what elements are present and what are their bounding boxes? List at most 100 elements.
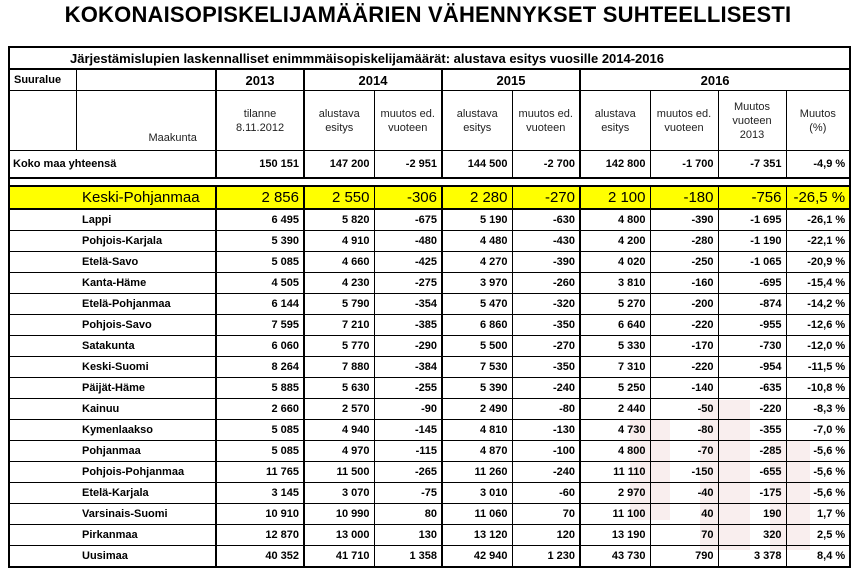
table-cell: -635 xyxy=(717,377,787,399)
table-cell: -170 xyxy=(649,335,719,357)
table-row: Kainuu 2 660 2 570 -90 2 490 -80 2 440 -50 -220-… xyxy=(8,398,852,420)
table-row: Pohjois-Karjala 5 390 4 910 -480 4 480 -430 4 … xyxy=(8,230,852,252)
table-cell: -200 xyxy=(649,293,719,315)
table-cell: 2 440 xyxy=(579,398,651,420)
total-cell: -2 700 xyxy=(511,150,581,179)
table-cell: -12,6 % xyxy=(785,314,852,336)
table-cell: 6 060 xyxy=(215,335,305,357)
highlight-cell: -180 xyxy=(649,185,719,210)
table-cell: 190 xyxy=(717,503,787,525)
maakunta-name: Lappi xyxy=(8,208,217,231)
table-cell: 40 xyxy=(649,503,719,525)
table-cell: 3 145 xyxy=(215,482,305,504)
table-cell: -1 065 xyxy=(717,251,787,273)
table-cell: 5 470 xyxy=(441,293,513,315)
table-cell: 4 200 xyxy=(579,230,651,252)
table-cell: -390 xyxy=(649,208,719,231)
table-cell: -145 xyxy=(373,419,443,441)
table-row: Etelä-Pohjanmaa 6 144 5 790 -354 5 470 -320 5 … xyxy=(8,293,852,315)
maakunta-name: Uusimaa xyxy=(8,545,217,568)
table-cell: -7,0 % xyxy=(785,419,852,441)
table-cell: 42 940 xyxy=(441,545,513,568)
highlight-cell: 2 550 xyxy=(303,185,375,210)
table-cell: 1 358 xyxy=(373,545,443,568)
table-cell: 4 800 xyxy=(579,208,651,231)
highlight-row: Keski-Pohjanmaa 2 856 2 550 -306 2 280 -… xyxy=(8,185,852,210)
table-cell: -130 xyxy=(511,419,581,441)
table-cell: -275 xyxy=(373,272,443,294)
table-cell: 5 250 xyxy=(579,377,651,399)
subheader-muutos-2016: muutos ed. vuoteen xyxy=(649,90,719,151)
table-cell: -8,3 % xyxy=(785,398,852,420)
table-cell: 4 800 xyxy=(579,440,651,462)
table-cell: 11 060 xyxy=(441,503,513,525)
table-cell: 43 730 xyxy=(579,545,651,568)
highlight-cell: 2 856 xyxy=(215,185,305,210)
table-cell: 320 xyxy=(717,524,787,546)
table-cell: 7 530 xyxy=(441,356,513,378)
table-cell: -5,6 % xyxy=(785,440,852,462)
table-cell: 13 190 xyxy=(579,524,651,546)
table-cell: 11 500 xyxy=(303,461,375,483)
table-cell: 8 264 xyxy=(215,356,305,378)
year-header-2013: 2013 xyxy=(215,68,305,91)
table-cell: 5 270 xyxy=(579,293,651,315)
table-cell: -240 xyxy=(511,461,581,483)
total-cell: 144 500 xyxy=(441,150,513,179)
maakunta-name: Pohjanmaa xyxy=(8,440,217,462)
table-cell: 10 910 xyxy=(215,503,305,525)
table-cell: -40 xyxy=(649,482,719,504)
table-cell: -630 xyxy=(511,208,581,231)
table-cell: -255 xyxy=(373,377,443,399)
table-cell: -5,6 % xyxy=(785,482,852,504)
highlight-cell: -26,5 % xyxy=(785,185,852,210)
table-cell: 7 595 xyxy=(215,314,305,336)
table-cell: -354 xyxy=(373,293,443,315)
table-cell: -160 xyxy=(649,272,719,294)
table-cell: 4 910 xyxy=(303,230,375,252)
table-cell: -80 xyxy=(511,398,581,420)
table-cell: 4 940 xyxy=(303,419,375,441)
maakunta-name: Kainuu xyxy=(8,398,217,420)
table-cell: -390 xyxy=(511,251,581,273)
table-cell: 5 630 xyxy=(303,377,375,399)
table-cell: -675 xyxy=(373,208,443,231)
table-cell: 5 390 xyxy=(215,230,305,252)
maakunta-name: Pirkanmaa xyxy=(8,524,217,546)
table-cell: -260 xyxy=(511,272,581,294)
table-cell: -320 xyxy=(511,293,581,315)
highlight-cell: 2 280 xyxy=(441,185,513,210)
table-cell: -14,2 % xyxy=(785,293,852,315)
year-header-2016: 2016 xyxy=(579,68,852,91)
suuralue-sub-spacer xyxy=(8,90,77,151)
maakunta-name: Satakunta xyxy=(8,335,217,357)
total-cell: 150 151 xyxy=(215,150,305,179)
highlight-cell: -270 xyxy=(511,185,581,210)
highlight-cell: 2 100 xyxy=(579,185,651,210)
table-cell: -1 695 xyxy=(717,208,787,231)
table-cell: -730 xyxy=(717,335,787,357)
table-cell: 5 770 xyxy=(303,335,375,357)
table-cell: 41 710 xyxy=(303,545,375,568)
table-cell: 3 810 xyxy=(579,272,651,294)
table-row: Keski-Suomi 8 264 7 880 -384 7 530 -350 7 310-… xyxy=(8,356,852,378)
table-cell: 4 810 xyxy=(441,419,513,441)
table-cell: 6 144 xyxy=(215,293,305,315)
table-cell: -385 xyxy=(373,314,443,336)
table-cell: -150 xyxy=(649,461,719,483)
page-title: KOKONAISOPISKELIJAMÄÄRIEN VÄHENNYKSET SU… xyxy=(64,2,792,27)
table-cell: -350 xyxy=(511,356,581,378)
maakunta-name: Kymenlaakso xyxy=(8,419,217,441)
highlight-cell: -756 xyxy=(717,185,787,210)
table-cell: -50 xyxy=(649,398,719,420)
table-cell: -15,4 % xyxy=(785,272,852,294)
table-cell: 5 085 xyxy=(215,251,305,273)
table-cell: -955 xyxy=(717,314,787,336)
table-cell: 7 210 xyxy=(303,314,375,336)
table-cell: 4 480 xyxy=(441,230,513,252)
table-cell: 4 730 xyxy=(579,419,651,441)
maakunta-name: Kanta-Häme xyxy=(8,272,217,294)
table-cell: -80 xyxy=(649,419,719,441)
table-cell: 5 820 xyxy=(303,208,375,231)
table-row: Satakunta 6 060 5 770 -290 5 500 -270 5 330 -17… xyxy=(8,335,852,357)
